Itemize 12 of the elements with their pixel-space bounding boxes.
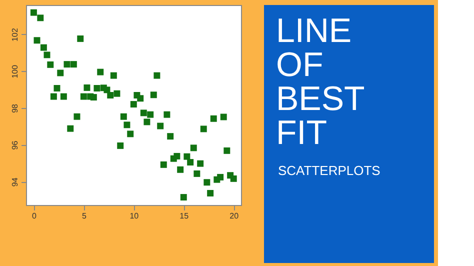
x-tick-label: 20 (230, 212, 240, 220)
x-tick-label: 10 (130, 212, 140, 220)
text: LINE OF BEST FIT (276, 12, 365, 152)
y-tick-label: 94 (10, 177, 20, 187)
y-tick-label: 98 (10, 103, 20, 113)
y-tick-label: 102 (10, 28, 20, 42)
text: SCATTERPLOTS (278, 163, 381, 178)
y-tick-label: 100 (10, 64, 20, 78)
x-tick-label: 5 (82, 212, 87, 220)
x-tick-label: 0 (32, 212, 37, 220)
y-tick-label: 96 (10, 140, 20, 150)
x-tick-label: 15 (180, 212, 190, 220)
